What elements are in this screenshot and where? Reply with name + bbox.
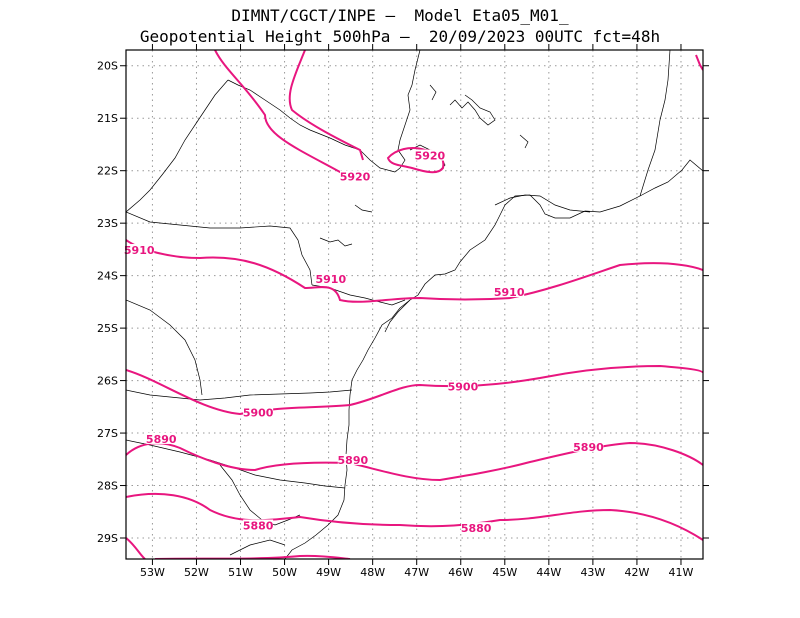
border-argentina bbox=[219, 464, 301, 526]
contour-label-bg bbox=[447, 380, 478, 392]
lat-tick-label: 22S bbox=[97, 165, 118, 178]
lon-tick-label: 41W bbox=[669, 566, 694, 579]
lon-tick-label: 49W bbox=[316, 566, 341, 579]
contour-label: 5910 bbox=[316, 273, 347, 286]
contour-5900 bbox=[126, 364, 703, 416]
lon-tick-label: 50W bbox=[272, 566, 297, 579]
lat-tick-label: 24S bbox=[97, 270, 118, 283]
contour-label-bg bbox=[337, 453, 368, 465]
lon-tick-label: 46W bbox=[448, 566, 473, 579]
state-boundary-rj-mg bbox=[494, 194, 591, 213]
lat-tick-label: 20S bbox=[97, 60, 118, 73]
lat-tick-label: 25S bbox=[97, 322, 118, 335]
border-uruguay bbox=[229, 539, 286, 556]
reservoir-3 bbox=[319, 237, 353, 247]
reservoir-5 bbox=[429, 84, 437, 101]
state-boundary-sc-rs bbox=[126, 439, 346, 489]
contour-label: 5890 bbox=[338, 454, 369, 467]
border-paraguay bbox=[126, 299, 203, 396]
axis-ticks: 20S 21S 22S 23S 24S 25S 26S 27S 28S 29S 53W 52W 51W 5… bbox=[97, 44, 709, 579]
graticule-grid bbox=[126, 50, 703, 559]
reservoir-1 bbox=[449, 94, 496, 126]
lon-tick-label: 53W bbox=[140, 566, 165, 579]
contour-label: 5900 bbox=[243, 407, 274, 420]
lon-tick-label: 43W bbox=[580, 566, 605, 579]
title-line-1: DIMNT/CGCT/INPE – Model Eta05_M01_ bbox=[231, 6, 569, 25]
geography-lines bbox=[126, 50, 703, 559]
contour-label: 5890 bbox=[573, 441, 604, 454]
contour-label-bg bbox=[573, 440, 604, 452]
contour-5920-ne bbox=[695, 54, 703, 71]
contour-label-bg bbox=[315, 272, 346, 284]
lon-tick-label: 45W bbox=[492, 566, 517, 579]
state-boundary-ms-sp bbox=[126, 79, 229, 213]
lon-tick-label: 47W bbox=[404, 566, 429, 579]
lon-tick-label: 44W bbox=[536, 566, 561, 579]
contour-label-bg bbox=[340, 170, 371, 182]
contour-5880 bbox=[126, 492, 703, 541]
lat-tick-label: 27S bbox=[97, 427, 118, 440]
state-boundary-north bbox=[227, 79, 396, 173]
lon-tick-label: 48W bbox=[360, 566, 385, 579]
reservoir-6 bbox=[519, 134, 529, 149]
contour-5890 bbox=[126, 441, 703, 482]
contour-label: 5890 bbox=[146, 433, 177, 446]
contour-label: 5920 bbox=[340, 171, 371, 184]
state-boundary-mg-sp bbox=[394, 50, 421, 173]
contour-label: 5880 bbox=[243, 520, 274, 533]
lon-tick-label: 42W bbox=[624, 566, 649, 579]
lat-tick-label: 23S bbox=[97, 217, 118, 230]
coastline bbox=[284, 159, 703, 559]
geopotential-contours bbox=[126, 50, 703, 559]
contour-label-bg bbox=[243, 519, 274, 531]
lon-tick-label: 51W bbox=[228, 566, 253, 579]
contour-label: 5920 bbox=[415, 150, 446, 163]
contour-label-bg bbox=[146, 432, 177, 444]
contour-label-bg bbox=[243, 406, 274, 418]
lat-tick-label: 29S bbox=[97, 532, 118, 545]
contour-label-bg bbox=[461, 522, 492, 534]
contour-5880-sw bbox=[126, 537, 146, 559]
contour-label: 5910 bbox=[494, 286, 525, 299]
lagoon bbox=[384, 299, 411, 333]
contour-label-bg bbox=[124, 244, 155, 256]
contour-5920-closed bbox=[386, 147, 445, 174]
contour-5920-west bbox=[214, 50, 367, 181]
lon-tick-label: 52W bbox=[184, 566, 209, 579]
contour-label: 5910 bbox=[124, 244, 155, 257]
contour-label-bg bbox=[414, 149, 445, 161]
contour-label-bg bbox=[494, 286, 525, 298]
lat-tick-label: 21S bbox=[97, 112, 118, 125]
contour-5920-north bbox=[288, 50, 364, 161]
contour-labels: 5920 5920 5910 5910 5910 5900 5900 5890 5890 5890… bbox=[124, 149, 604, 535]
plot-frame bbox=[125, 49, 704, 560]
title-line-2: Geopotential Height 500hPa – 20/09/2023 … bbox=[139, 27, 661, 46]
contour-label: 5880 bbox=[461, 522, 492, 535]
state-boundary-parana-river bbox=[126, 211, 313, 286]
lat-tick-label: 26S bbox=[97, 375, 118, 388]
reservoir-4 bbox=[354, 204, 373, 213]
contour-5910 bbox=[126, 239, 703, 303]
state-boundary-pr-sc bbox=[126, 389, 353, 401]
state-boundary-es bbox=[639, 50, 671, 197]
lat-tick-label: 28S bbox=[97, 480, 118, 493]
contour-label: 5900 bbox=[448, 380, 479, 393]
